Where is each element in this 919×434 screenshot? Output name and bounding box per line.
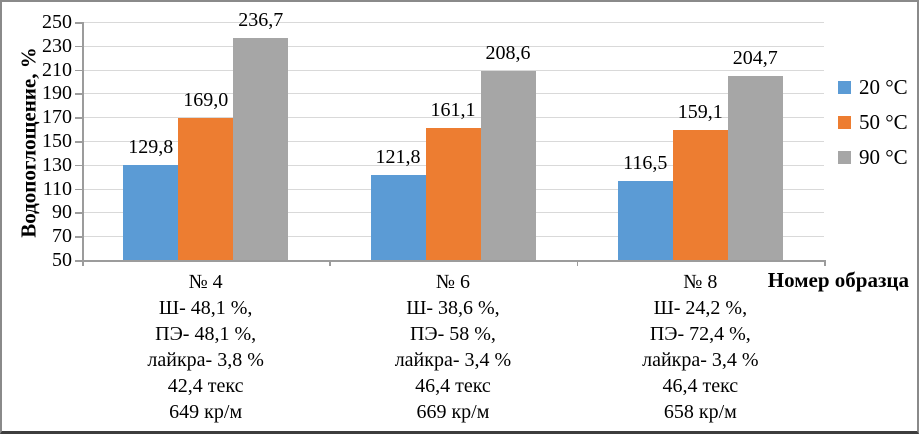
- x-category-label: № 6 Ш- 38,6 %, ПЭ- 58 %, лайкра- 3,4 % 46,4 …: [329, 269, 576, 425]
- y-axis-tick: [75, 164, 82, 167]
- x-category-label-line: лайкра- 3,8 %: [147, 349, 264, 371]
- x-category-label-line: лайкра- 3,4 %: [394, 349, 512, 371]
- bar: [370, 174, 426, 260]
- bar-value-label: 121,8: [375, 145, 421, 168]
- bar: [480, 71, 536, 260]
- y-tick-label: 190: [42, 82, 72, 105]
- y-tick-label: 250: [42, 11, 72, 33]
- legend-item: 50 °C: [838, 109, 908, 134]
- bar-value-label: 204,7: [732, 46, 778, 69]
- legend: 20 °C 50 °C 90 °C: [838, 74, 908, 181]
- x-category-label: № 8 Ш- 24,2 %, ПЭ- 72,4 %, лайкра- 3,4 % 46,…: [577, 269, 824, 425]
- bar: [672, 130, 728, 260]
- y-axis-tick: [75, 141, 82, 143]
- y-tick-label: 150: [42, 130, 72, 152]
- y-tick-label: 210: [42, 58, 72, 81]
- y-axis-line: [82, 22, 84, 261]
- bar: [233, 37, 289, 260]
- bar: [425, 127, 481, 260]
- bar: [178, 118, 234, 260]
- y-axis-tick: [75, 22, 82, 24]
- y-gridline: [82, 45, 824, 47]
- y-tick-label: 230: [42, 34, 72, 57]
- y-tick-label: 110: [42, 177, 72, 200]
- legend-label: 50 °C: [859, 109, 908, 134]
- y-axis-tick: [75, 45, 82, 48]
- bar-value-label: 129,8: [128, 136, 174, 158]
- x-category-label-line: 46,4 текс: [415, 375, 491, 397]
- y-gridline: [82, 117, 824, 119]
- x-category-label-line: № 4: [188, 271, 223, 293]
- legend-label: 20 °C: [859, 74, 908, 99]
- y-tick-label: 90: [52, 201, 72, 224]
- x-axis-line: [75, 260, 824, 262]
- y-axis-tick: [75, 93, 82, 95]
- y-axis-tick: [75, 69, 82, 72]
- y-tick-label: 170: [42, 106, 72, 129]
- y-tick-label: 130: [42, 153, 72, 176]
- x-category-label-line: 669 кр/м: [416, 401, 490, 423]
- legend-swatch-icon: [838, 115, 851, 129]
- y-gridline: [82, 22, 824, 23]
- y-axis-tick: [75, 212, 82, 214]
- bar-value-label: 169,0: [183, 89, 229, 112]
- y-gridline: [82, 93, 824, 95]
- x-category-label-line: 658 кр/м: [663, 401, 737, 423]
- x-category-label-line: Ш- 24,2 %,: [653, 297, 748, 319]
- x-axis-tick: [576, 260, 579, 266]
- bar-value-label: 159,1: [677, 101, 723, 124]
- x-axis-title: Номер образца: [767, 268, 909, 292]
- x-category-label: № 4 Ш- 48,1 %, ПЭ- 48,1 %, лайкра- 3,8 % 42,…: [82, 269, 329, 425]
- legend-swatch-icon: [838, 150, 851, 164]
- bar-value-label: 236,7: [238, 8, 284, 31]
- x-category-label-line: 46,4 текс: [662, 375, 739, 397]
- legend-swatch-icon: [838, 80, 851, 94]
- x-category-label-line: ПЭ- 48,1 %,: [155, 323, 257, 345]
- x-category-label-line: ПЭ- 72,4 %,: [649, 323, 751, 345]
- y-gridline: [82, 69, 824, 71]
- y-axis-tick: [75, 117, 82, 119]
- bar: [727, 75, 783, 260]
- x-category-label-line: № 6: [435, 271, 470, 293]
- x-category-label-line: Ш- 48,1 %,: [158, 297, 253, 319]
- x-category-label-line: 42,4 текс: [167, 375, 244, 397]
- x-category-label-line: лайкра- 3,4 %: [642, 349, 759, 371]
- bar: [123, 165, 179, 260]
- x-axis-tick: [824, 260, 826, 266]
- y-tick-label: 70: [52, 225, 72, 248]
- y-tick-label: 50: [52, 249, 72, 271]
- bar-value-label: 208,6: [485, 42, 531, 65]
- bar: [617, 180, 673, 260]
- y-axis-tick: [75, 188, 82, 191]
- x-category-label-line: 649 кр/м: [169, 401, 243, 423]
- x-axis-tick: [329, 260, 331, 266]
- bar-value-label: 161,1: [430, 98, 476, 121]
- x-category-label-line: № 8: [683, 271, 718, 293]
- x-category-label-line: ПЭ- 58 %,: [409, 323, 496, 345]
- bar-value-label: 116,5: [623, 151, 668, 174]
- legend-item: 20 °C: [838, 74, 908, 99]
- x-axis-tick: [82, 260, 84, 266]
- y-axis-tick: [75, 236, 82, 238]
- legend-label: 90 °C: [859, 144, 908, 169]
- legend-item: 90 °C: [838, 144, 908, 169]
- x-category-label-line: Ш- 38,6 %,: [406, 297, 500, 319]
